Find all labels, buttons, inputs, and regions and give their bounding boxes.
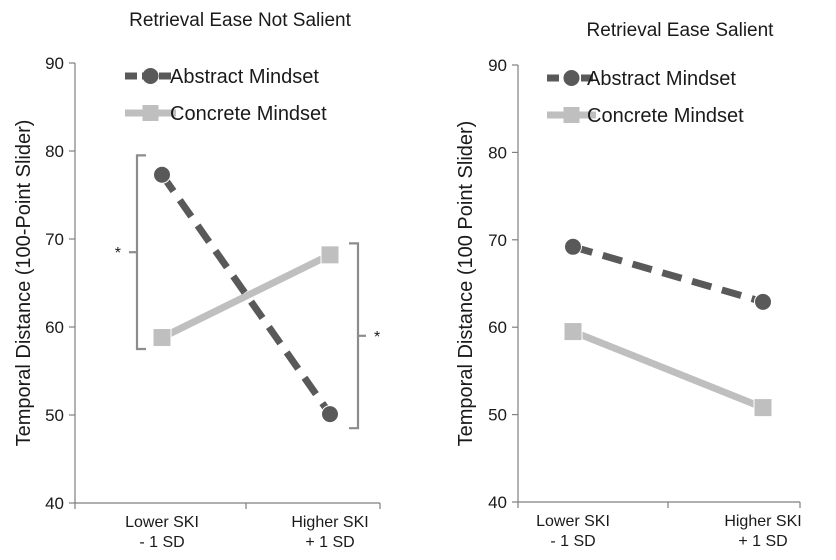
legend-swatch-marker <box>142 68 159 84</box>
y-tick-label: 90 <box>45 54 64 73</box>
chart-title: Retrieval Ease Salient <box>587 20 775 41</box>
y-tick-label: 90 <box>488 56 507 75</box>
series-line-concrete-mindset <box>160 251 332 341</box>
y-tick-label: 50 <box>45 406 64 425</box>
y-tick-label: 70 <box>45 230 64 249</box>
data-point <box>563 322 583 342</box>
y-tick-label: 70 <box>488 231 507 250</box>
x-tick-label: Lower SKI <box>125 514 199 531</box>
legend-swatch-marker <box>563 107 580 123</box>
legend-label: Abstract Mindset <box>587 68 736 90</box>
x-tick-label: Higher SKI <box>724 513 801 530</box>
legend-label: Concrete Mindset <box>587 105 744 127</box>
data-point <box>754 292 772 311</box>
legend-swatch-marker <box>563 70 580 86</box>
x-tick-label: - 1 SD <box>550 533 595 550</box>
x-tick-label: + 1 SD <box>738 533 787 550</box>
y-axis-label: Temporal Distance (100-Point Slider) <box>13 120 35 447</box>
data-point <box>152 328 172 348</box>
series-line-concrete-mindset <box>571 328 765 411</box>
series-line-abstract-mindset <box>572 243 764 306</box>
significance-bracket <box>349 242 360 430</box>
legend-label: Abstract Mindset <box>170 66 319 88</box>
chart-panel-2: Retrieval Ease Salient Temporal Distance … <box>455 20 802 550</box>
significance-marker: * <box>115 245 121 262</box>
y-tick-label: 60 <box>45 318 64 337</box>
y-tick-label: 80 <box>45 142 64 161</box>
y-tick-label: 40 <box>45 494 64 513</box>
significance-marker: * <box>374 329 380 346</box>
data-point <box>564 237 582 256</box>
significance-bracket <box>135 154 146 351</box>
x-tick-label: Higher SKI <box>291 514 368 531</box>
chart-title: Retrieval Ease Not Salient <box>129 10 351 31</box>
data-point <box>753 398 773 418</box>
y-tick-label: 80 <box>488 143 507 162</box>
legend-label: Concrete Mindset <box>170 103 327 125</box>
x-tick-label: Lower SKI <box>536 513 610 530</box>
legend-swatch-marker <box>142 105 159 121</box>
y-tick-label: 40 <box>488 493 507 512</box>
chart-panel-1: Retrieval Ease Not Salient Temporal Dista… <box>13 10 381 551</box>
data-point <box>320 245 340 265</box>
y-axis-label: Temporal Distance (100 Point Slider) <box>455 121 477 447</box>
data-point <box>153 165 171 184</box>
y-tick-label: 60 <box>488 318 507 337</box>
y-tick-label: 50 <box>488 406 507 425</box>
x-tick-label: + 1 SD <box>305 534 354 551</box>
series-line-abstract-mindset <box>159 172 333 417</box>
x-tick-label: - 1 SD <box>139 534 184 551</box>
data-point <box>321 405 339 424</box>
